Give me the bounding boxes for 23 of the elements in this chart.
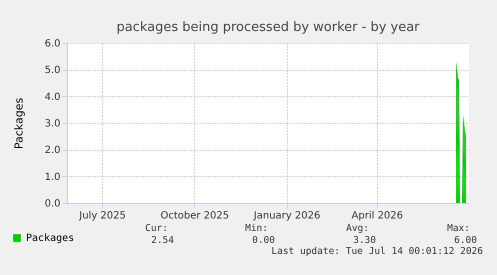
text: Avg: <box>346 223 369 234</box>
text: 6.00 <box>454 235 478 246</box>
y-tick-label: 5.0 <box>44 65 60 76</box>
legend-label: Packages <box>26 233 74 244</box>
text: 2.54 <box>151 235 174 246</box>
text: Max: <box>447 223 470 234</box>
y-tick-label: 0.0 <box>44 198 60 210</box>
x-tick-label: January 2026 <box>252 210 320 222</box>
text: 0.00 <box>252 235 276 246</box>
y-tick-label: 3.0 <box>44 118 60 130</box>
text: Min: <box>245 223 268 234</box>
y-tick-label: 1.0 <box>44 172 60 183</box>
x-tick-label: April 2026 <box>352 210 404 222</box>
y-tick-label: 4.0 <box>44 92 60 103</box>
y-tick-label: 6.0 <box>44 38 60 50</box>
text: 3.30 <box>353 235 376 246</box>
text: Last update: Tue Jul 14 00:01:12 2026 <box>271 246 484 257</box>
x-tick-label: July 2025 <box>78 210 126 222</box>
text: Cur: <box>145 223 168 234</box>
x-tick-label: October 2025 <box>160 210 230 222</box>
y-tick-label: 2.0 <box>44 145 60 156</box>
chart-title: packages being processed by worker - by year <box>116 20 420 35</box>
y-axis-title: Packages <box>12 98 26 150</box>
